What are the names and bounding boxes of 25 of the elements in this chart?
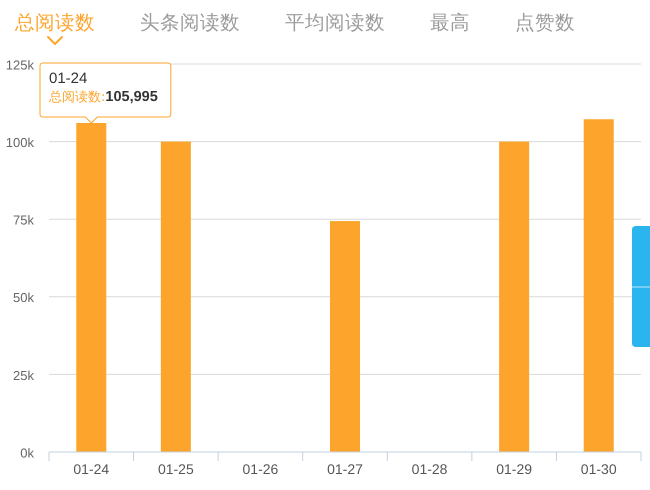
x-tick-label: 01-30 xyxy=(580,461,617,477)
text: 点赞数 xyxy=(515,11,575,34)
y-tick-label: 100k xyxy=(6,135,34,150)
y-tick-label: 0k xyxy=(20,445,34,460)
x-tick-label: 01-29 xyxy=(496,461,532,477)
y-tick-label: 75k xyxy=(13,212,34,228)
x-tick-label: 01-28 xyxy=(412,461,448,477)
bar xyxy=(584,119,614,452)
annotation: 总阅读数:105,995 xyxy=(48,88,158,105)
y-tick-label: 25k xyxy=(13,368,34,383)
text: 最高 xyxy=(430,11,470,34)
text: 头条阅读数 xyxy=(140,11,240,34)
y-tick-label: 125k xyxy=(6,57,34,72)
bar xyxy=(160,142,191,452)
bar xyxy=(330,221,360,452)
x-tick-label: 01-27 xyxy=(327,461,364,477)
text: 平均阅读数 xyxy=(285,11,385,34)
x-tick-label: 01-26 xyxy=(242,461,279,477)
text: 总阅读数 xyxy=(14,11,95,34)
bar xyxy=(499,142,530,452)
x-tick-label: 01-25 xyxy=(158,461,194,477)
y-tick-label: 50k xyxy=(13,290,34,306)
category-label: 01-24 xyxy=(49,70,88,87)
bar xyxy=(76,122,106,452)
x-tick-label: 01-24 xyxy=(73,461,110,477)
